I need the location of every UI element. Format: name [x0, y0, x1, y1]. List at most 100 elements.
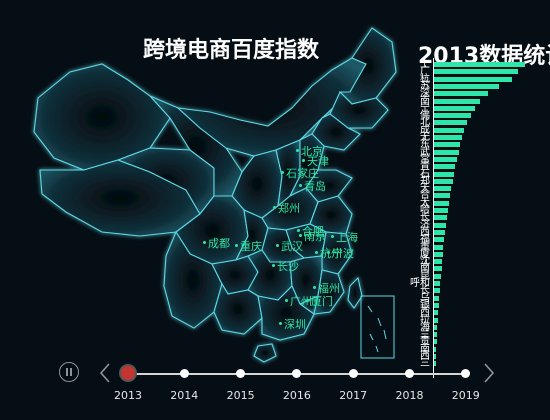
- ranking-bar[interactable]: [434, 91, 488, 97]
- ranking-bar[interactable]: [434, 215, 447, 221]
- city-label[interactable]: 石家庄: [286, 167, 319, 180]
- ranking-label: 拉: [420, 314, 430, 326]
- province-taiwan[interactable]: [347, 276, 363, 309]
- ranking-bar[interactable]: [434, 259, 442, 265]
- city-label[interactable]: 重庆: [240, 240, 262, 253]
- city-label[interactable]: 成都: [208, 237, 230, 250]
- ranking-label: 长: [420, 212, 430, 224]
- ranking-bar[interactable]: [434, 200, 449, 206]
- pause-button[interactable]: [59, 362, 79, 382]
- ranking-bar[interactable]: [434, 346, 436, 352]
- ranking-bar[interactable]: [434, 164, 455, 170]
- timeline-year-dot[interactable]: [292, 369, 302, 378]
- ranking-bar[interactable]: [434, 98, 481, 104]
- province-guangdong[interactable]: [257, 285, 315, 341]
- timeline-year-label[interactable]: 2015: [226, 389, 255, 402]
- ranking-bar[interactable]: [434, 83, 499, 89]
- ranking-bar[interactable]: [434, 208, 448, 213]
- ranking-bar[interactable]: [434, 193, 450, 199]
- ranking-bar[interactable]: [434, 251, 443, 257]
- ranking-bar[interactable]: [434, 288, 440, 294]
- city-dot: [235, 244, 238, 247]
- ranking-bar[interactable]: [434, 324, 437, 330]
- ranking-bar[interactable]: [434, 113, 472, 119]
- ranking-bar[interactable]: [434, 281, 440, 286]
- ranking-bar[interactable]: [434, 317, 438, 323]
- ranking-label: 西: [420, 351, 430, 362]
- timeline-year-label[interactable]: 2019: [451, 389, 480, 402]
- timeline-year-dot[interactable]: [461, 369, 471, 378]
- city-dot: [315, 251, 318, 254]
- city-label[interactable]: 天津: [307, 155, 329, 168]
- city-label[interactable]: 北京: [301, 145, 323, 158]
- city-label[interactable]: 深圳: [284, 318, 306, 331]
- city-dot: [272, 264, 275, 267]
- chevron-right-icon[interactable]: [482, 362, 496, 384]
- ranking-bar[interactable]: [434, 332, 437, 338]
- province-xinjiang[interactable]: [33, 63, 171, 171]
- ranking-bar[interactable]: [434, 76, 513, 82]
- city-label[interactable]: 武汉: [281, 240, 303, 253]
- province-yunnan[interactable]: [163, 230, 223, 329]
- ranking-bar[interactable]: [434, 266, 442, 272]
- ranking-bar[interactable]: [434, 222, 446, 228]
- ranking-label: 宁: [420, 102, 430, 114]
- city-label[interactable]: 郑州: [278, 202, 300, 215]
- ranking-bar[interactable]: [434, 302, 439, 308]
- ranking-bar[interactable]: [434, 178, 453, 184]
- city-label[interactable]: 杭州: [320, 247, 342, 260]
- ranking-label: 太: [420, 197, 430, 209]
- ranking-bar[interactable]: [434, 142, 461, 148]
- timeline-year-label[interactable]: 2016: [282, 389, 311, 402]
- timeline-year-label[interactable]: 2013: [114, 389, 142, 402]
- ranking-bar[interactable]: [434, 361, 436, 367]
- south-china-sea-inset: [360, 295, 395, 359]
- ranking-bar[interactable]: [434, 105, 476, 111]
- timeline-year-label[interactable]: 2014: [170, 389, 199, 402]
- ranking-bar[interactable]: [434, 186, 451, 192]
- ranking-bar[interactable]: [434, 354, 436, 359]
- ranking-bar[interactable]: [434, 149, 459, 155]
- city-label[interactable]: 上海: [336, 231, 358, 244]
- ranking-bar[interactable]: [434, 156, 457, 162]
- city-label[interactable]: 厦门: [311, 295, 333, 308]
- ranking-bar[interactable]: [434, 339, 437, 345]
- province-hainan[interactable]: [253, 343, 277, 363]
- city-label[interactable]: 合肥: [302, 225, 324, 238]
- city-dot: [299, 184, 302, 187]
- ranking-bar[interactable]: [434, 229, 445, 235]
- ranking-bar[interactable]: [434, 295, 439, 301]
- ranking-bar[interactable]: [434, 310, 438, 316]
- timeline-year-label[interactable]: 2018: [395, 389, 424, 402]
- ranking-bar[interactable]: [434, 171, 454, 177]
- timeline-year-label[interactable]: 2017: [339, 389, 368, 402]
- ranking-label: 沈: [420, 256, 430, 268]
- city-dot: [276, 244, 279, 247]
- city-dot: [285, 299, 288, 302]
- city-label[interactable]: 宁波: [332, 247, 354, 260]
- ranking-bar[interactable]: [434, 69, 519, 75]
- timeline-year-dot[interactable]: [405, 369, 414, 378]
- timeline-year-dot[interactable]: [348, 369, 358, 378]
- city-label[interactable]: 广州: [290, 295, 312, 308]
- ranking-bar[interactable]: [434, 120, 468, 126]
- ranking-label: 合: [420, 190, 430, 202]
- ranking-bar[interactable]: [434, 237, 444, 243]
- timeline-year-dot[interactable]: [121, 366, 135, 380]
- ranking-bar[interactable]: [434, 244, 443, 250]
- city-label[interactable]: 长沙: [277, 260, 299, 273]
- city-label[interactable]: 南京: [304, 230, 326, 243]
- ranking-bar[interactable]: [434, 127, 465, 133]
- city-label[interactable]: 福州: [318, 282, 340, 295]
- chevron-left-icon[interactable]: [98, 362, 112, 384]
- ranking-label: 无: [420, 132, 430, 143]
- ranking-bar[interactable]: [434, 62, 526, 67]
- timeline-year-dot[interactable]: [236, 369, 246, 378]
- ranking-bar[interactable]: [434, 273, 441, 279]
- ranking-label: 济: [420, 219, 430, 231]
- ranking-bar[interactable]: [434, 135, 463, 140]
- city-label[interactable]: 青岛: [304, 180, 326, 193]
- timeline-year-dot[interactable]: [179, 369, 189, 378]
